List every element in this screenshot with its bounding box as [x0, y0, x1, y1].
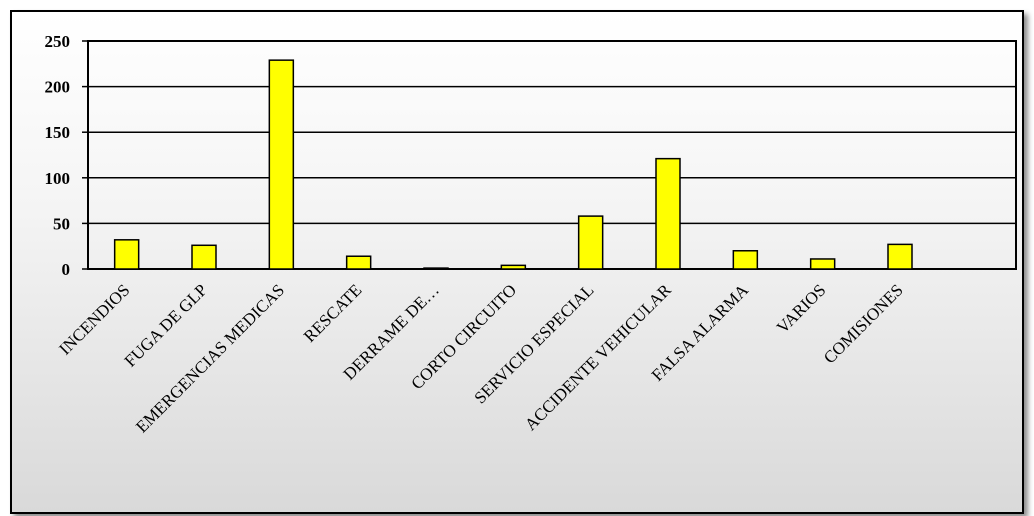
bar-3: [268, 59, 295, 270]
x-tick-label: ACCIDENTE VEHICULAR: [521, 280, 675, 434]
bar-5: [423, 267, 449, 270]
y-tick-label: 150: [45, 123, 71, 142]
y-tick-label: 200: [45, 78, 71, 97]
y-tick-label: 50: [53, 214, 70, 233]
bar-7: [577, 215, 604, 270]
x-tick-label: VARIOS: [773, 280, 830, 337]
bar-4: [345, 255, 372, 270]
bar-11: [887, 243, 913, 270]
bar-10: [809, 258, 836, 270]
y-axis-ticks: 0 50 100 150 200 250: [45, 32, 88, 279]
gridlines: [88, 85, 1016, 225]
y-tick-label: 250: [45, 32, 71, 51]
y-tick-label: 100: [45, 169, 71, 188]
y-tick-label: 0: [62, 260, 71, 279]
x-tick-label: INCENDIOS: [55, 280, 133, 358]
bar-6: [500, 264, 527, 270]
bars: [113, 59, 913, 270]
x-tick-label: COMISIONES: [820, 280, 907, 367]
x-tick-label: RESCATE: [300, 280, 366, 346]
bar-1: [113, 239, 140, 270]
plot-area: [87, 40, 1017, 270]
bar-8: [655, 157, 681, 270]
bar-2: [191, 244, 217, 270]
bar-9: [732, 250, 759, 270]
chart-frame: [10, 10, 1024, 514]
x-tick-label: EMERGENCIAS MEDICAS: [132, 280, 288, 436]
